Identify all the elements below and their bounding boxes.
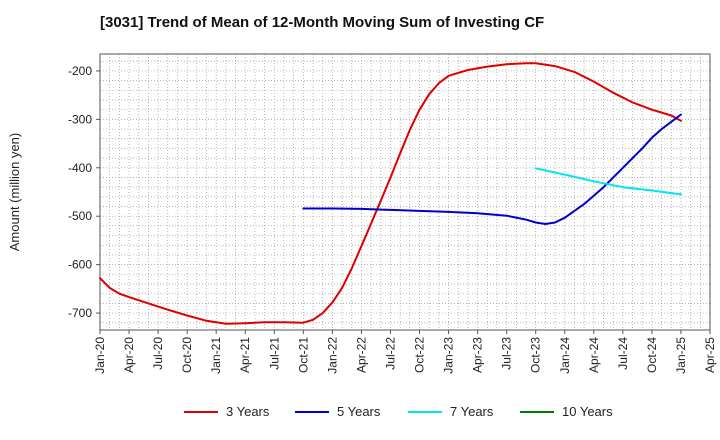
x-tick-label: Jan-25 (674, 337, 688, 374)
y-tick-label: -700 (68, 306, 92, 320)
x-tick-label: Jul-24 (616, 337, 630, 370)
legend-label: 7 Years (450, 404, 494, 419)
series-lines (99, 62, 682, 325)
chart-title: [3031] Trend of Mean of 12-Month Moving … (100, 14, 545, 31)
y-tick-label: -400 (68, 161, 92, 175)
x-tick-label: Oct-22 (413, 337, 427, 373)
x-tick-label: Oct-21 (296, 337, 310, 373)
x-tick-label: Jan-24 (558, 337, 572, 374)
legend-item: 7 Years (408, 404, 493, 419)
x-tick-label: Oct-24 (645, 337, 659, 373)
x-tick-label: Jul-22 (383, 337, 397, 370)
y-tick-label: -500 (68, 209, 92, 223)
x-tick-label: Oct-23 (529, 337, 543, 373)
y-axis-ticks: -200 -300 -400 -500 -600 -700 (68, 64, 100, 320)
series-line-3-years (99, 62, 682, 325)
series-line-7-years (534, 167, 682, 196)
legend-label: 3 Years (226, 404, 270, 419)
x-tick-label: Apr-23 (471, 337, 485, 373)
y-tick-label: -200 (68, 64, 92, 78)
legend-label: 10 Years (562, 404, 613, 419)
legend: 3 Years 5 Years 7 Years 10 Years (0, 404, 720, 426)
x-tick-label: Apr-24 (587, 337, 601, 373)
x-tick-label: Apr-22 (354, 337, 368, 373)
legend-item: 10 Years (520, 404, 613, 419)
x-tick-label: Jan-22 (325, 337, 339, 374)
x-tick-label: Jan-23 (442, 337, 456, 374)
plot-frame (99, 53, 711, 331)
y-tick-label: -600 (68, 258, 92, 272)
legend-swatch (184, 410, 218, 413)
legend-swatch (408, 410, 442, 413)
legend-label: 5 Years (337, 404, 381, 419)
x-axis-ticks: Jan-20 Apr-20 Jul-20 Oct-20 Jan-21 Apr-21 Jul-… (93, 330, 717, 374)
x-tick-label: Jul-23 (500, 337, 514, 370)
y-axis-label: Amount (million yen) (7, 133, 22, 252)
x-tick-label: Jan-21 (209, 337, 223, 374)
x-tick-label: Jan-20 (93, 337, 107, 374)
legend-swatch (295, 410, 329, 413)
legend-item: 5 Years (295, 404, 380, 419)
y-tick-label: -300 (68, 112, 92, 126)
x-tick-label: Apr-21 (238, 337, 252, 373)
legend-swatch (520, 410, 554, 413)
series-line-5-years (302, 113, 682, 225)
legend-item: 3 Years (184, 404, 269, 419)
x-tick-label: Apr-25 (703, 337, 717, 373)
x-tick-label: Jul-21 (267, 337, 281, 370)
x-tick-label: Jul-20 (151, 337, 165, 370)
x-tick-label: Oct-20 (180, 337, 194, 373)
x-tick-label: Apr-20 (122, 337, 136, 373)
grid (100, 54, 710, 330)
